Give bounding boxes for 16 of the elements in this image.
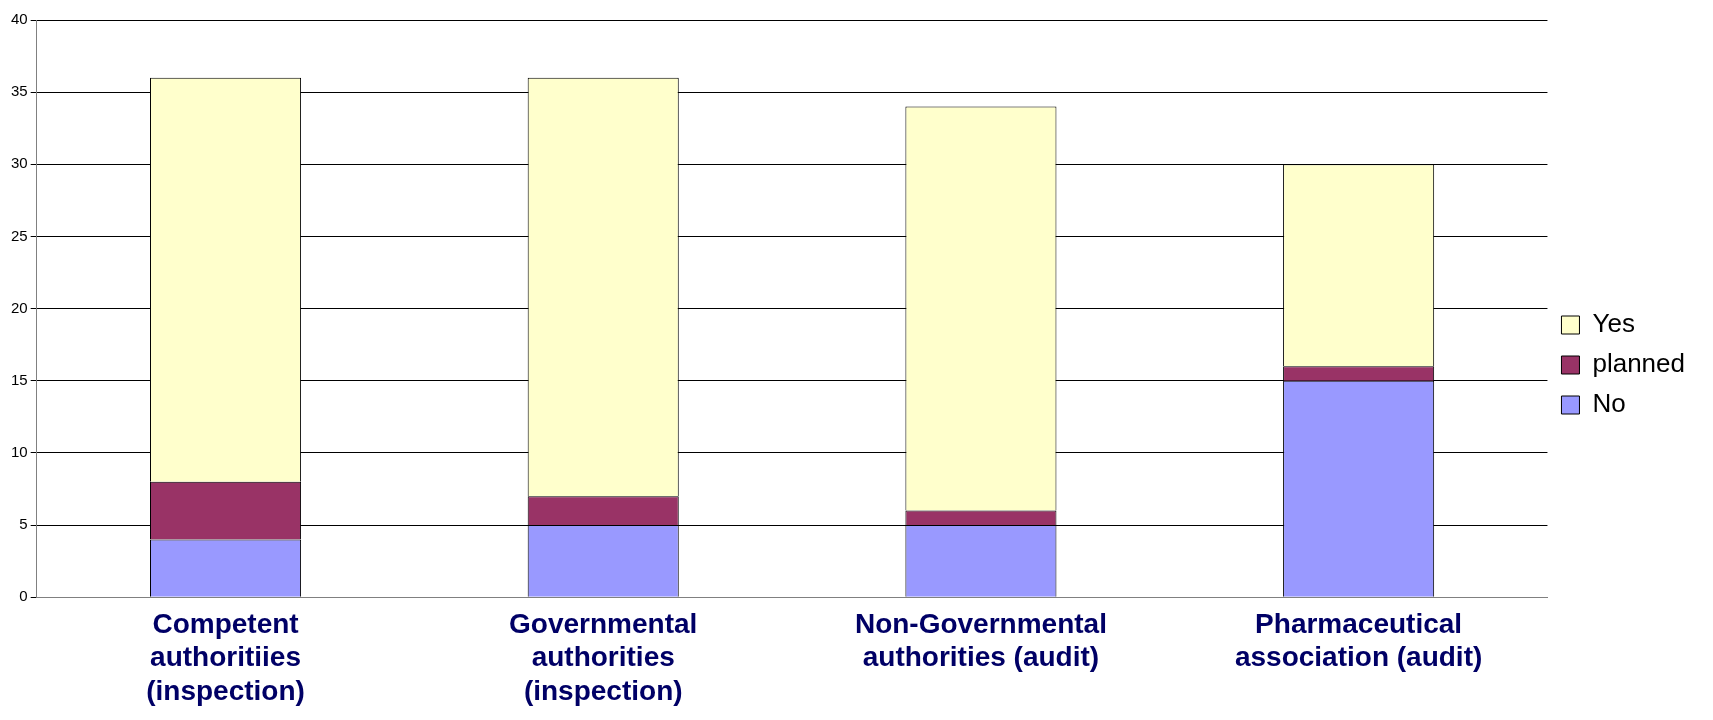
y-tick-label: 35 [11, 82, 28, 100]
y-tick-label: 40 [11, 10, 28, 28]
y-tick-label: 10 [11, 443, 28, 461]
x-tick-label: Pharmaceutical association (audit) [1234, 607, 1483, 673]
y-tick-label: 0 [19, 587, 28, 605]
x-tick-label: Non-Governmental authorities (audit) [854, 607, 1107, 673]
x-tick-label: Governmental authorities (inspection) [509, 607, 698, 706]
y-tick-label: 5 [19, 515, 28, 533]
y-tick-label: 15 [11, 370, 28, 388]
x-tick-label: Competent authoritiies (inspection) [146, 607, 305, 706]
legend-label: No [1592, 388, 1626, 419]
y-tick-label: 20 [11, 298, 28, 316]
legend-label: Yes [1592, 308, 1635, 339]
y-tick-label: 30 [11, 154, 28, 172]
y-tick-label: 25 [11, 226, 28, 244]
legend-label: planned [1592, 348, 1686, 379]
